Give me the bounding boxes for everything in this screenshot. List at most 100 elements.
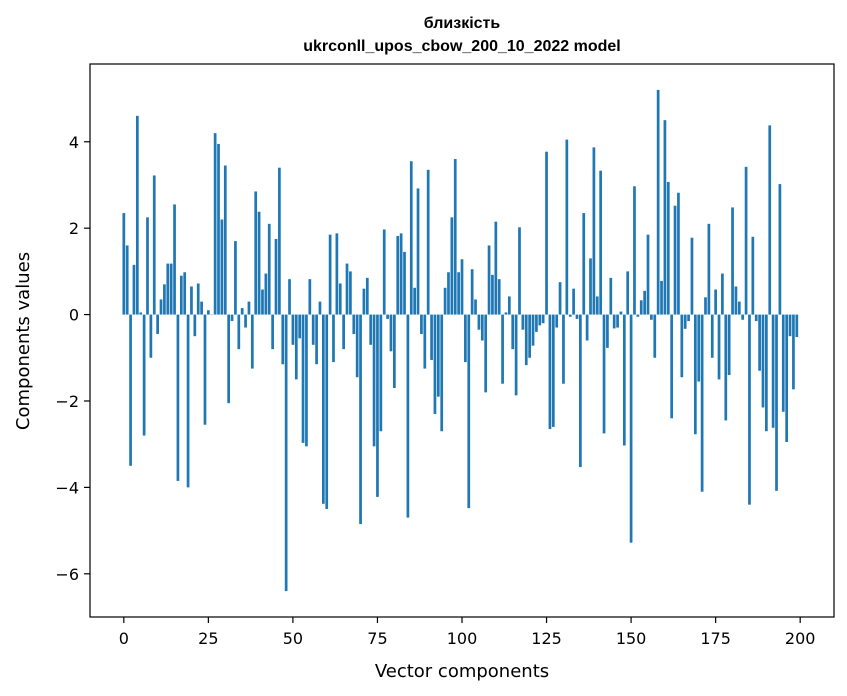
x-tick-label-3: 75: [367, 629, 387, 648]
bar-102: [467, 314, 471, 509]
bar-57: [315, 314, 318, 365]
bar-95: [443, 287, 447, 315]
bar-105: [477, 314, 481, 330]
bar-27: [213, 133, 217, 315]
bar-52: [298, 314, 302, 339]
bar-77: [382, 229, 386, 315]
bar-190: [765, 314, 768, 432]
bar-122: [535, 314, 538, 332]
bar-178: [724, 314, 728, 421]
bar-160: [663, 120, 667, 315]
bar-30: [223, 165, 227, 315]
bar-38: [250, 314, 254, 369]
bar-137: [585, 314, 589, 341]
bar-170: [697, 314, 701, 382]
bar-123: [538, 314, 542, 326]
bar-7: [146, 217, 149, 315]
bar-130: [562, 314, 565, 384]
x-tick-label-6: 150: [616, 629, 647, 648]
bar-89: [423, 314, 427, 369]
bar-113: [504, 312, 508, 315]
bar-169: [693, 314, 697, 435]
bar-161: [666, 181, 670, 315]
bar-135: [579, 314, 582, 468]
bar-47: [281, 314, 285, 365]
bar-144: [609, 277, 613, 315]
bar-150: [629, 314, 633, 543]
bar-46: [278, 167, 281, 315]
bar-101: [464, 314, 467, 363]
bar-13: [166, 263, 170, 315]
bar-177: [721, 273, 724, 315]
bar-63: [335, 233, 339, 315]
bar-153: [639, 300, 643, 315]
bar-149: [626, 271, 630, 315]
bar-168: [690, 237, 694, 315]
bar-50: [291, 314, 295, 345]
bar-37: [247, 301, 251, 315]
bar-133: [572, 288, 575, 315]
bar-181: [734, 286, 738, 315]
bar-111: [497, 279, 501, 315]
bar-87: [416, 188, 420, 315]
bar-145: [612, 314, 616, 329]
bar-152: [636, 314, 640, 317]
bar-165: [680, 314, 684, 378]
bar-188: [758, 314, 761, 371]
bar-21: [193, 314, 197, 337]
bar-143: [606, 314, 609, 348]
bar-175: [714, 289, 717, 315]
bar-142: [602, 314, 606, 434]
bar-162: [670, 314, 674, 419]
x-tick-label-0: 0: [119, 629, 129, 648]
bar-157: [653, 314, 657, 358]
chart-title-line-1: близкість: [424, 15, 501, 32]
bars-group: [122, 89, 799, 592]
bar-140: [595, 296, 599, 315]
bar-176: [717, 314, 721, 380]
bar-131: [565, 139, 569, 315]
bar-154: [643, 290, 646, 315]
bar-100: [460, 259, 464, 315]
bar-118: [521, 314, 525, 330]
bar-91: [430, 314, 433, 360]
bar-195: [781, 314, 785, 412]
bar-199: [795, 314, 799, 338]
bar-2: [129, 314, 132, 466]
bar-172: [704, 297, 707, 315]
bar-127: [551, 314, 555, 427]
bar-32: [230, 314, 234, 322]
bar-192: [771, 314, 775, 428]
bar-193: [775, 314, 778, 491]
bar-42: [264, 273, 268, 315]
bar-40: [257, 211, 261, 315]
bar-6: [142, 314, 146, 436]
bar-125: [545, 151, 548, 315]
bar-187: [754, 314, 758, 322]
bar-29: [220, 219, 224, 315]
bar-121: [531, 314, 535, 346]
x-tick-label-2: 50: [283, 629, 303, 648]
bar-117: [518, 227, 521, 315]
bar-66: [345, 263, 349, 315]
bar-23: [200, 301, 203, 315]
bar-99: [457, 272, 460, 315]
bar-8: [149, 314, 153, 358]
bar-62: [332, 314, 335, 363]
bar-134: [575, 314, 579, 319]
x-axis-label: Vector components: [375, 661, 549, 682]
bar-110: [494, 221, 498, 315]
x-tick-label-1: 25: [198, 629, 218, 648]
bar-49: [288, 279, 291, 315]
bar-35: [240, 308, 244, 315]
bar-115: [511, 314, 515, 350]
bar-45: [274, 238, 278, 315]
bar-194: [778, 184, 782, 315]
y-axis-label: Components values: [13, 252, 34, 430]
bar-76: [379, 314, 383, 432]
bar-55: [308, 279, 312, 315]
bar-173: [707, 223, 711, 315]
bar-124: [541, 314, 545, 324]
bar-120: [528, 314, 531, 358]
bar-179: [727, 314, 731, 376]
